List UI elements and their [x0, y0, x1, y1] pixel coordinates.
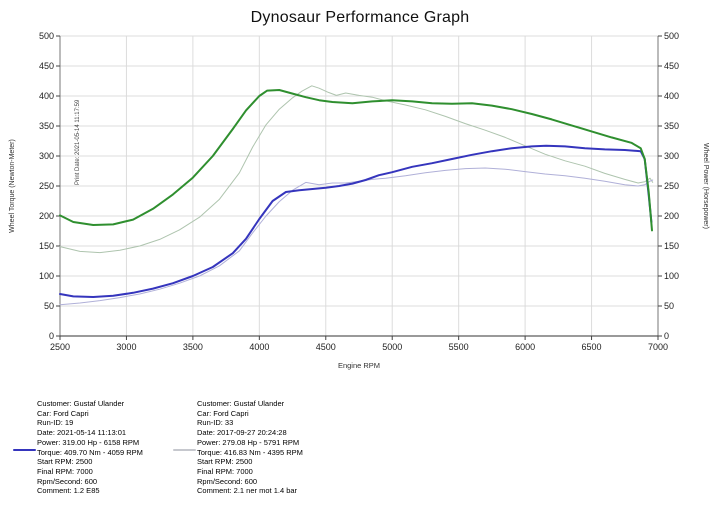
axis-ticks-and-labels: 0 0 50 50 100 100 150 150 200 200 250 250 300 300 350 3…	[39, 31, 679, 352]
y-axis-right-tick-label: 150	[664, 241, 679, 251]
x-axis-tick-label: 5000	[382, 342, 402, 352]
y-axis-right-tick-label: 450	[664, 61, 679, 71]
x-axis-tick-label: 3000	[116, 342, 136, 352]
y-axis-right-tick-label: 500	[664, 31, 679, 41]
run-info-block-2: Customer: Gustaf Ulander Car: Ford Capri R…	[173, 399, 303, 496]
run-info-line: Run-ID: 19	[37, 418, 74, 428]
run-info-line: Final RPM: 7000	[37, 466, 93, 476]
y-axis-left-tick-label: 400	[39, 91, 54, 101]
run-info-line: Car: Ford Capri	[197, 408, 249, 418]
run-color-swatch	[13, 449, 36, 451]
run-info-line: Start RPM: 2500	[197, 457, 253, 467]
run-info-line: Comment: 1.2 E85	[37, 486, 100, 496]
chart-title: Dynosaur Performance Graph	[250, 9, 470, 26]
y-axis-right-title: Wheel Power (Horsepower)	[702, 143, 709, 229]
run-color-swatch	[173, 449, 196, 451]
run-33-power-hp-curve	[59, 167, 654, 306]
y-axis-left-tick-label: 300	[39, 151, 54, 161]
y-axis-left-title: Wheel Torque (Newton-Meter)	[9, 139, 16, 233]
y-axis-left-tick-label: 100	[39, 271, 54, 281]
y-axis-left-tick-label: 0	[49, 331, 54, 341]
y-axis-left-tick-label: 450	[39, 61, 54, 71]
data-series	[59, 85, 654, 306]
x-axis-tick-label: 6000	[515, 342, 535, 352]
y-axis-right-tick-label: 200	[664, 211, 679, 221]
run-info-section: Customer: Gustaf Ulander Car: Ford Capri R…	[0, 399, 720, 509]
run-info-line: Torque: 416.83 Nm - 4395 RPM	[197, 447, 303, 457]
run-info-line: Customer: Gustaf Ulander	[37, 399, 125, 408]
y-axis-left-tick-label: 150	[39, 241, 54, 251]
run-info-line: Car: Ford Capri	[37, 408, 89, 418]
run-info-line: Customer: Gustaf Ulander	[197, 399, 285, 408]
run-info-line: Run-ID: 33	[197, 418, 234, 428]
print-date-label: Print Date: 2021-05-14 11:17:59	[75, 99, 81, 185]
y-axis-right-tick-label: 50	[664, 301, 674, 311]
gridlines	[60, 35, 658, 336]
x-axis-tick-label: 3500	[183, 342, 203, 352]
y-axis-right-tick-label: 250	[664, 181, 679, 191]
x-axis-tick-label: 4000	[249, 342, 269, 352]
y-axis-right-tick-label: 100	[664, 271, 679, 281]
y-axis-right-tick-label: 0	[664, 331, 669, 341]
run-19-power-hp-curve	[59, 144, 653, 298]
x-axis-tick-label: 2500	[50, 342, 70, 352]
y-axis-right-tick-label: 300	[664, 151, 679, 161]
run-info-line: Start RPM: 2500	[37, 457, 93, 467]
run-33-torque-nm-curve	[59, 85, 654, 254]
y-axis-left-tick-label: 350	[39, 121, 54, 131]
run-info-line: Date: 2021-05-14 11:13:01	[37, 428, 127, 438]
y-axis-left-tick-label: 50	[44, 301, 54, 311]
run-info-line: Rpm/Second: 600	[37, 476, 98, 486]
dyno-chart: 0 0 50 50 100 100 150 150 200 200 250 250 300 300 350 3…	[9, 31, 709, 370]
run-19-torque-nm-curve	[59, 89, 653, 232]
y-axis-left-tick-label: 500	[39, 31, 54, 41]
x-axis-tick-label: 4500	[316, 342, 336, 352]
run-info-line: Final RPM: 7000	[197, 466, 253, 476]
x-axis-tick-label: 5500	[449, 342, 469, 352]
y-axis-right-tick-label: 350	[664, 121, 679, 131]
x-axis-tick-label: 7000	[648, 342, 668, 352]
x-axis-title: Engine RPM	[338, 361, 380, 370]
run-info-line: Torque: 409.70 Nm - 4059 RPM	[37, 447, 143, 457]
run-info-line: Rpm/Second: 600	[197, 476, 258, 486]
y-axis-left-tick-label: 200	[39, 211, 54, 221]
run-info-line: Power: 279.08 Hp - 5791 RPM	[197, 437, 300, 447]
run-info-line: Date: 2017-09-27 20:24:28	[197, 428, 287, 438]
y-axis-left-tick-label: 250	[39, 181, 54, 191]
run-info-line: Power: 319.00 Hp - 6158 RPM	[37, 437, 140, 447]
y-axis-right-tick-label: 400	[664, 91, 679, 101]
run-info-block-1: Customer: Gustaf Ulander Car: Ford Capri R…	[13, 399, 143, 496]
x-axis-tick-label: 6500	[582, 342, 602, 352]
run-info-line: Comment: 2.1 ner mot 1.4 bar	[197, 486, 298, 496]
